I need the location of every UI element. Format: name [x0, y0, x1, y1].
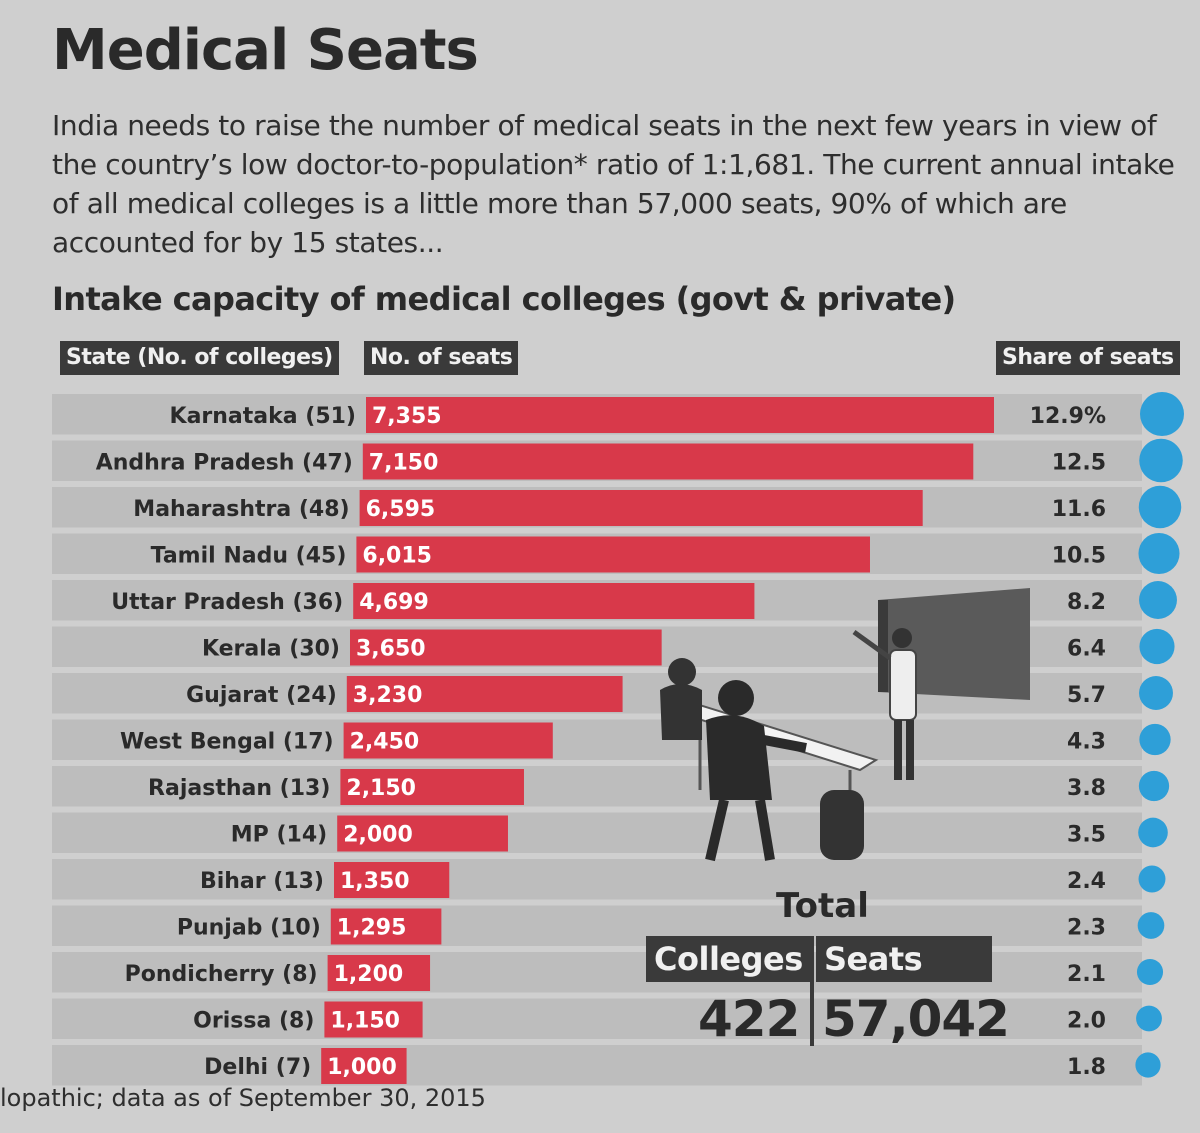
seat-value-label: 7,355	[372, 404, 442, 429]
seat-bar	[324, 1001, 423, 1038]
share-dot	[1136, 958, 1164, 986]
seat-bar	[343, 722, 553, 759]
share-value-label: 12.5	[1052, 451, 1106, 476]
share-value-label: 2.0	[1067, 1009, 1106, 1034]
seat-bar	[350, 629, 662, 666]
row-stripe	[52, 766, 1142, 807]
share-dot	[1140, 392, 1184, 436]
intro-text: India needs to raise the number of medic…	[52, 109, 1175, 259]
seat-bar	[356, 536, 870, 573]
share-dot	[1138, 532, 1180, 575]
seat-value-label: 1,150	[330, 1009, 400, 1034]
share-dot	[1139, 723, 1171, 756]
total-seats-value: 57,042	[822, 990, 1010, 1048]
seat-value-label: 6,595	[366, 497, 436, 522]
seat-value-label: 4,699	[359, 590, 429, 615]
share-value-label: 1.8	[1067, 1055, 1106, 1080]
total-colleges-header: Colleges	[646, 936, 811, 982]
total-divider	[810, 936, 814, 1046]
share-value-label: 6.4	[1067, 637, 1106, 662]
seat-value-label: 1,350	[340, 869, 410, 894]
share-dot	[1136, 1005, 1162, 1032]
state-label: Pondicherry (8)	[125, 962, 318, 987]
state-label: West Bengal (17)	[120, 730, 334, 755]
state-label: MP (14)	[231, 823, 327, 848]
share-value-label: 5.7	[1067, 683, 1106, 708]
row-stripe	[52, 812, 1142, 853]
seat-bar	[359, 490, 923, 526]
state-column-header: State (No. of colleges)	[60, 341, 339, 375]
seat-bar	[340, 769, 524, 805]
state-label: Bihar (13)	[200, 869, 324, 894]
share-value-label: 8.2	[1067, 590, 1106, 615]
share-dot	[1138, 817, 1168, 848]
share-dot	[1139, 628, 1175, 665]
seat-bar	[353, 583, 755, 619]
seat-bar	[362, 443, 974, 480]
seat-bar	[346, 676, 623, 712]
share-dot	[1139, 581, 1177, 619]
share-dot	[1139, 676, 1173, 710]
row-stripe	[52, 719, 1142, 760]
state-label: Uttar Pradesh (36)	[111, 590, 343, 615]
share-value-label: 2.4	[1067, 869, 1106, 894]
seat-bar	[327, 955, 431, 991]
seat-value-label: 1,200	[334, 962, 404, 987]
seat-value-label: 1,295	[337, 916, 407, 941]
share-dot	[1138, 865, 1166, 893]
share-value-label: 3.5	[1067, 823, 1106, 848]
share-value-label: 12.9%	[1030, 404, 1106, 429]
seat-value-label: 6,015	[362, 544, 432, 569]
seat-value-label: 2,150	[346, 776, 416, 801]
share-value-label: 11.6	[1052, 497, 1106, 522]
share-dot	[1135, 1052, 1161, 1078]
seats-column-header: No. of seats	[364, 341, 519, 375]
footnote: lopathic; data as of September 30, 2015	[0, 1084, 486, 1112]
seat-value-label: 2,450	[350, 730, 420, 755]
seat-bar	[330, 908, 442, 945]
row-stripe	[52, 1045, 1142, 1086]
total-seats-header: Seats	[816, 936, 992, 982]
share-column-header: Share of seats	[996, 341, 1180, 375]
state-label: Orissa (8)	[193, 1009, 314, 1034]
seat-bar	[334, 862, 450, 898]
seat-value-label: 1,000	[327, 1055, 397, 1080]
share-value-label: 3.8	[1067, 776, 1106, 801]
share-dot	[1138, 485, 1182, 529]
seat-value-label: 7,150	[369, 451, 439, 476]
state-label: Gujarat (24)	[186, 683, 337, 708]
state-label: Rajasthan (13)	[148, 776, 330, 801]
state-label: Delhi (7)	[204, 1055, 311, 1080]
row-stripe	[52, 998, 1142, 1039]
chart-subtitle: Intake capacity of medical colleges (gov…	[52, 280, 956, 318]
row-stripe	[52, 859, 1142, 900]
state-label: Punjab (10)	[177, 916, 321, 941]
share-dot	[1138, 770, 1170, 802]
page-title: Medical Seats	[52, 18, 479, 83]
seat-value-label: 2,000	[343, 823, 413, 848]
seat-value-label: 3,230	[353, 683, 423, 708]
share-dot	[1139, 438, 1183, 483]
classroom-illustration	[660, 588, 1030, 862]
share-value-label: 2.3	[1067, 916, 1106, 941]
state-label: Kerala (30)	[202, 637, 340, 662]
share-value-label: 10.5	[1052, 544, 1106, 569]
seat-bar	[366, 397, 994, 433]
seat-bar	[321, 1048, 407, 1084]
seat-value-label: 3,650	[356, 637, 426, 662]
state-label: Maharashtra (48)	[133, 497, 349, 522]
total-colleges-value: 422	[698, 990, 800, 1048]
share-value-label: 2.1	[1067, 962, 1106, 987]
state-label: Andhra Pradesh (47)	[96, 451, 353, 476]
share-dot	[1137, 912, 1165, 939]
seat-bar	[337, 815, 508, 852]
total-label: Total	[776, 886, 869, 926]
share-value-label: 4.3	[1067, 730, 1106, 755]
state-label: Tamil Nadu (45)	[151, 544, 347, 569]
state-label: Karnataka (51)	[170, 404, 356, 429]
